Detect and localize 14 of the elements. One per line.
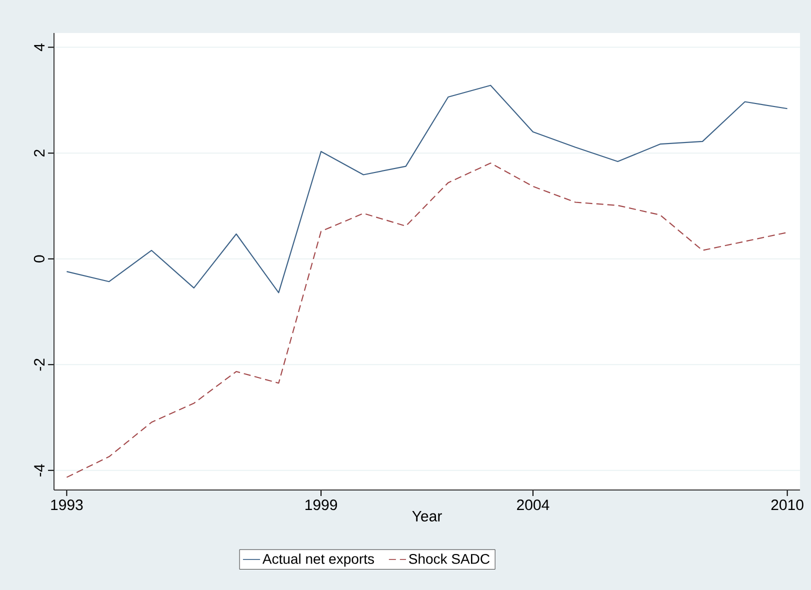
x-tick-label: 2010: [771, 500, 804, 510]
y-tick-label: 0: [34, 255, 44, 262]
x-tick-label: 1999: [306, 500, 337, 510]
line-series: [66, 84, 788, 294]
x-axis-title: Year: [412, 511, 442, 522]
y-tick-label: -4: [34, 464, 44, 476]
line-series: [66, 162, 788, 478]
x-tick-label: 1993: [51, 500, 83, 510]
legend-label: Actual net exports: [262, 554, 374, 567]
y-tick-label: -2: [34, 358, 44, 371]
y-tick-label: 2: [34, 150, 44, 156]
x-tick-label: 2004: [517, 500, 550, 510]
legend-label: Shock SADC: [409, 554, 490, 564]
y-tick-label: 4: [34, 44, 44, 52]
